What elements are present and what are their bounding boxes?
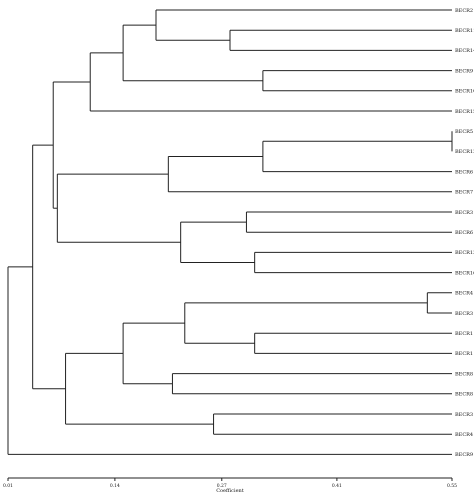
leaf-label: BECR3 bbox=[455, 311, 473, 317]
leaf-label: BECR6 bbox=[455, 169, 473, 175]
leaf-label: BECR3 bbox=[455, 210, 473, 216]
leaf-label: BECR7 bbox=[455, 190, 473, 196]
leaf-label: BECR11 bbox=[455, 28, 474, 34]
leaf-label: BECR14 bbox=[455, 48, 474, 54]
x-tick-label: 0.27 bbox=[217, 483, 227, 489]
leaf-label: BECR2 bbox=[455, 8, 473, 14]
leaf-label: BECR8 bbox=[455, 371, 473, 377]
leaf-label: BECR6 bbox=[455, 230, 473, 236]
x-tick-label: 0.01 bbox=[3, 483, 13, 489]
leaf-label: BECR10 bbox=[455, 89, 474, 95]
leaf-label: BECR4 bbox=[455, 291, 473, 297]
x-axis-ticks: 0.01 0.14 0.27 0.41 0.55 bbox=[3, 478, 457, 489]
leaf-label: BECR8 bbox=[455, 392, 473, 398]
x-tick-label: 0.55 bbox=[447, 483, 457, 489]
leaf-label: BECR5 bbox=[455, 129, 473, 135]
x-axis-title: Coefficient bbox=[216, 488, 244, 494]
leaf-label: BECR1 bbox=[455, 351, 473, 357]
leaf-label: BECR9 bbox=[455, 68, 473, 74]
leaf-label: BECR13 bbox=[455, 250, 474, 256]
leaf-label: BECR15 bbox=[455, 109, 474, 115]
dendrogram-branches bbox=[7, 9, 453, 455]
x-tick-label: 0.14 bbox=[110, 483, 120, 489]
leaf-label: BECR4 bbox=[455, 432, 473, 438]
x-tick-label: 0.41 bbox=[332, 483, 342, 489]
leaf-labels: BECR2 BECR11 BECR14 BECR9 BECR10 BECR15 BECR5 B… bbox=[455, 8, 474, 458]
leaf-label: BECR12 bbox=[455, 149, 474, 155]
leaf-label: BECR1 bbox=[455, 331, 473, 337]
leaf-label: BECR3 bbox=[455, 412, 473, 418]
leaf-label: BECR16 bbox=[455, 270, 474, 276]
leaf-label: BECR9 bbox=[455, 452, 473, 458]
